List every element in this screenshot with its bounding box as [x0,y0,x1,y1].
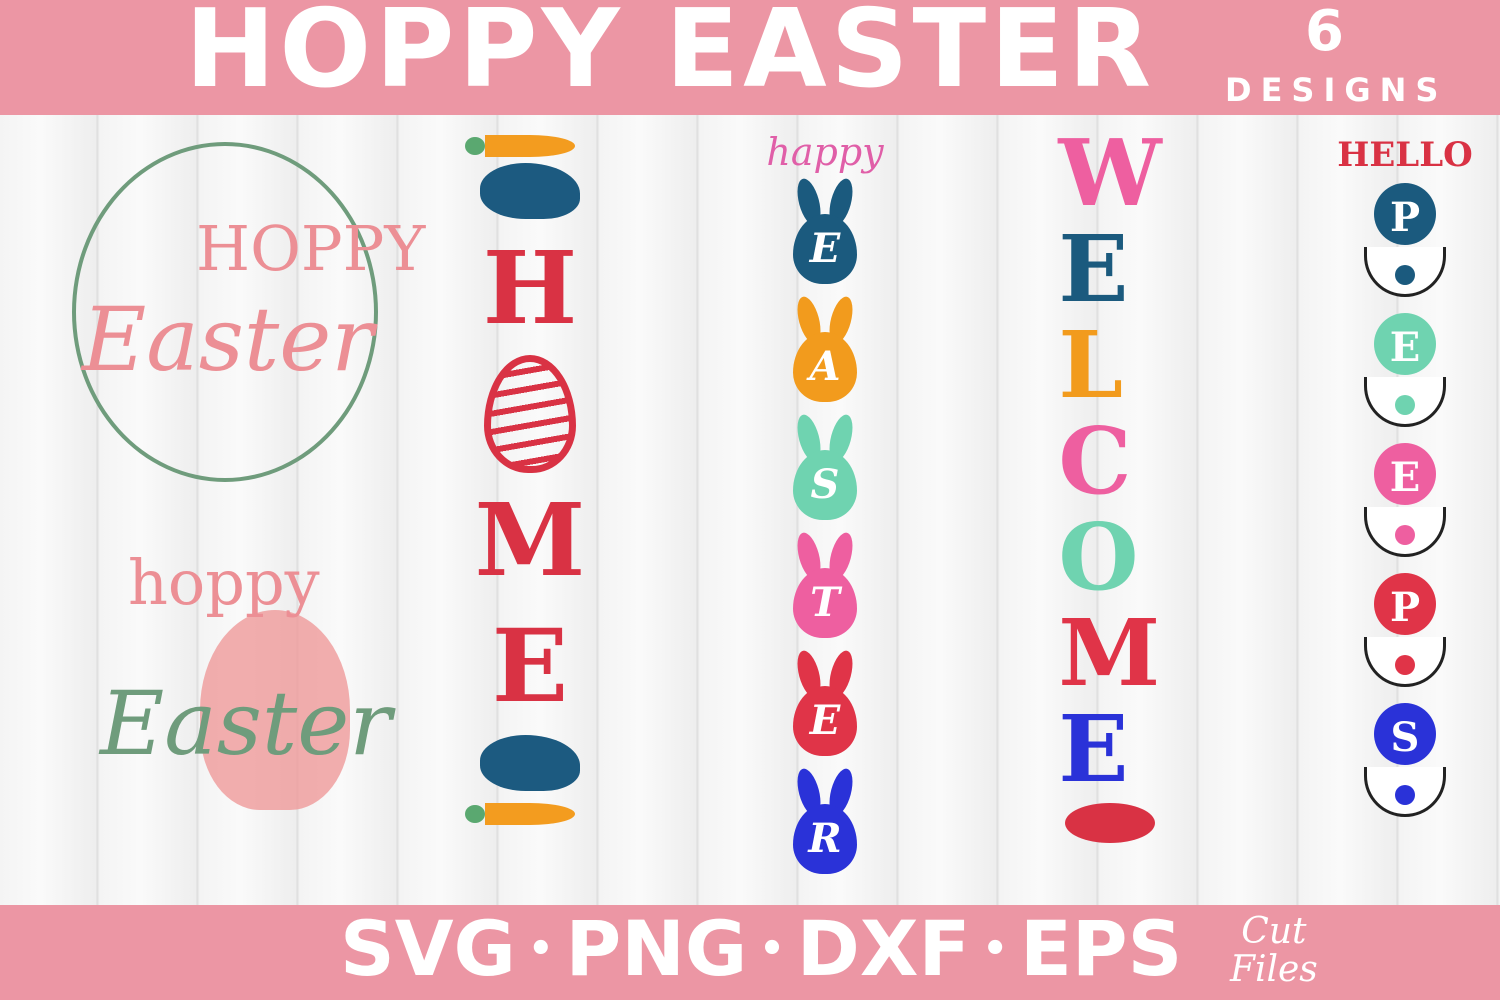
separator: • [982,926,1008,972]
separator: • [527,926,554,972]
format-eps: EPS [1019,904,1183,993]
design-happy-easter: happy E A S T E R [766,130,884,886]
peep-letter: P [1374,573,1436,635]
title-banner: HOPPY EASTER 6 DESIGNS [0,0,1500,115]
welcome-letter: E [1058,215,1129,323]
bunny-egg-letter: A [787,294,863,402]
welcome-letter: W [1058,119,1162,227]
egg-letter: E [793,214,857,284]
carrot-icon [465,803,575,825]
design-count-label: DESIGNS [1225,71,1448,109]
bunny-egg-letter: R [787,766,863,874]
bunny-silhouette-icon [200,610,350,810]
cut-files-label: Cut Files [1230,913,1318,989]
peep-letter: P [1374,183,1436,245]
home-letter-e: E [491,607,569,725]
flower-icon [1395,655,1415,675]
easter-egg-icon [484,355,576,473]
hello-text: HELLO [1337,135,1473,175]
bunny-egg-letter: T [787,530,863,638]
egg-letter: E [793,686,857,756]
peep-letter: E [1374,443,1436,505]
file-formats: SVG • PNG • DXF • EPS [340,911,1182,987]
format-svg: SVG [340,904,516,993]
wreath1-word2: Easter [82,288,374,391]
design-count: 6 [1305,0,1344,64]
flower-icon [1395,525,1415,545]
peep-egg-letter: S [1362,695,1448,823]
bunny-egg-letter: E [787,176,863,284]
running-bunny-icon [1065,803,1155,843]
title: HOPPY EASTER [185,0,1156,112]
design-home: H M E [465,135,590,825]
home-letter-m: M [474,481,586,599]
flower-icon [1395,785,1415,805]
carrot-icon [465,135,575,157]
flower-icon [1395,265,1415,285]
wreath-circle [72,142,378,482]
bunny-egg-letter: S [787,412,863,520]
wreath1-word1: HOPPY [196,212,426,285]
welcome-letter: E [1058,695,1129,803]
peep-letter: E [1374,313,1436,375]
design-hello-peeps: HELLO P E E P S [1337,135,1473,825]
peep-egg-letter: E [1362,435,1448,563]
flower-icon [1395,395,1415,415]
bunny-icon [480,163,580,219]
format-banner: SVG • PNG • DXF • EPS Cut Files [0,905,1500,1000]
bunny-icon [480,735,580,791]
cut-label: Cut [1241,911,1307,952]
bunny-egg-letter: E [787,648,863,756]
welcome-letter: M [1058,599,1161,707]
egg-letter: T [793,568,857,638]
home-letter-h: H [482,229,578,347]
welcome-letter: L [1058,311,1124,419]
welcome-letter: C [1058,407,1132,515]
format-png: PNG [565,904,748,993]
welcome-letter: O [1058,503,1139,611]
peep-egg-letter: P [1362,565,1448,693]
separator: • [759,926,785,972]
egg-letter: S [793,450,857,520]
egg-letter: A [793,332,857,402]
peep-egg-letter: E [1362,305,1448,433]
format-dxf: DXF [796,904,971,993]
happy-text: happy [766,130,884,174]
egg-letter: R [793,804,857,874]
wreath2-word1: hoppy [128,546,320,619]
files-label: Files [1230,949,1318,990]
wreath2-word2: Easter [100,672,392,775]
peep-letter: S [1374,703,1436,765]
peep-egg-letter: P [1362,175,1448,303]
